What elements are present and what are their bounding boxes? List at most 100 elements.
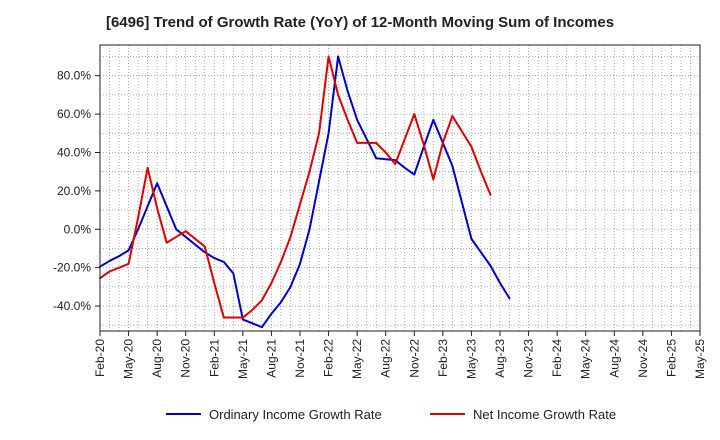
- x-tick-label: Nov-20: [179, 339, 193, 378]
- y-tick-label: 20.0%: [57, 184, 91, 198]
- data-point: [232, 316, 235, 319]
- y-tick-label: 60.0%: [57, 107, 91, 121]
- data-point: [432, 119, 435, 121]
- data-point: [489, 264, 492, 267]
- data-point: [489, 193, 492, 196]
- data-point: [403, 138, 406, 140]
- data-point: [213, 257, 216, 259]
- data-point: [365, 142, 368, 144]
- data-point: [270, 282, 273, 284]
- data-point: [251, 309, 254, 311]
- data-point: [299, 263, 301, 265]
- data-point: [251, 322, 254, 325]
- data-point: [118, 255, 120, 257]
- data-point: [337, 55, 339, 58]
- x-tick-label: Nov-21: [293, 339, 307, 378]
- x-tick-label: Nov-23: [522, 339, 536, 378]
- data-point: [194, 238, 197, 240]
- data-point: [127, 263, 130, 265]
- data-point: [108, 270, 111, 273]
- chart-title: [6496] Trend of Growth Rate (YoY) of 12-…: [105, 14, 615, 31]
- data-point: [184, 230, 187, 232]
- data-point: [318, 132, 320, 135]
- data-point: [327, 132, 330, 135]
- x-tick-label: Aug-20: [150, 339, 164, 378]
- data-point: [308, 170, 311, 173]
- data-point: [470, 145, 473, 148]
- data-point: [480, 170, 482, 173]
- grid-lines: [99, 45, 701, 331]
- data-point: [384, 151, 387, 154]
- data-point: [442, 142, 444, 144]
- data-point: [289, 286, 292, 288]
- data-point: [242, 318, 244, 321]
- data-point: [146, 167, 149, 169]
- y-axis-ticks: -40.0% -20.0% 0.0% 20.0% 40.0% 60.0% 80.0%: [53, 69, 100, 313]
- data-point: [261, 299, 263, 302]
- x-tick-label: May-23: [464, 339, 478, 379]
- x-tick-label: May-25: [693, 339, 707, 379]
- data-point: [480, 251, 482, 254]
- legend: Ordinary Income Growth Rate Net Income Gr…: [166, 407, 616, 422]
- data-point: [137, 228, 139, 231]
- x-tick-label: Nov-24: [636, 339, 650, 378]
- data-point: [156, 207, 158, 209]
- data-point: [375, 142, 377, 144]
- x-tick-label: Aug-24: [607, 339, 621, 378]
- data-point: [403, 167, 406, 169]
- y-tick-label: 0.0%: [64, 222, 92, 236]
- x-tick-label: Feb-25: [664, 339, 678, 377]
- data-point: [232, 272, 235, 275]
- data-point: [242, 316, 244, 319]
- y-tick-label: 80.0%: [57, 69, 91, 83]
- data-point: [375, 157, 377, 160]
- data-point: [451, 115, 454, 117]
- data-point: [289, 236, 292, 238]
- data-point: [261, 326, 263, 328]
- x-tick-label: Aug-23: [493, 339, 507, 378]
- x-tick-label: Feb-24: [550, 339, 564, 377]
- data-point: [213, 282, 216, 284]
- data-point: [194, 243, 197, 246]
- data-point: [451, 165, 454, 167]
- x-tick-label: Aug-22: [379, 339, 393, 378]
- data-point: [137, 216, 139, 219]
- x-tick-label: Feb-21: [207, 339, 221, 377]
- data-point: [346, 119, 349, 121]
- data-point: [346, 90, 349, 92]
- x-axis-ticks: Feb-20 May-20 Aug-20 Nov-20 Feb-21 May-21 Aug-…: [93, 331, 707, 379]
- series-lines: [99, 55, 511, 329]
- x-tick-label: Aug-21: [264, 339, 278, 378]
- data-point: [184, 236, 187, 238]
- x-tick-label: Feb-22: [322, 339, 336, 377]
- data-point: [499, 282, 501, 284]
- data-point: [118, 266, 120, 269]
- y-tick-label: -20.0%: [53, 261, 91, 275]
- x-tick-label: Feb-23: [436, 339, 450, 377]
- data-point: [413, 173, 416, 176]
- data-point: [108, 260, 111, 262]
- x-tick-label: Nov-22: [407, 339, 421, 378]
- data-point: [175, 236, 177, 238]
- x-tick-label: May-24: [579, 339, 593, 379]
- data-point: [327, 55, 330, 58]
- data-point: [270, 312, 273, 315]
- data-point: [175, 228, 177, 231]
- data-point: [365, 138, 368, 140]
- data-point: [280, 301, 282, 304]
- legend-label: Ordinary Income Growth Rate: [209, 407, 382, 422]
- data-point: [423, 144, 425, 146]
- legend-label: Net Income Growth Rate: [473, 407, 616, 422]
- x-tick-label: May-20: [122, 339, 136, 379]
- data-point: [413, 113, 416, 115]
- data-point: [165, 241, 168, 244]
- data-point: [461, 130, 463, 133]
- data-point: [308, 228, 311, 231]
- data-point: [280, 261, 282, 263]
- plot-frame: [99, 44, 701, 332]
- data-point: [470, 238, 473, 240]
- data-point: [318, 180, 320, 183]
- y-tick-label: -40.0%: [53, 299, 91, 313]
- data-point: [356, 119, 358, 121]
